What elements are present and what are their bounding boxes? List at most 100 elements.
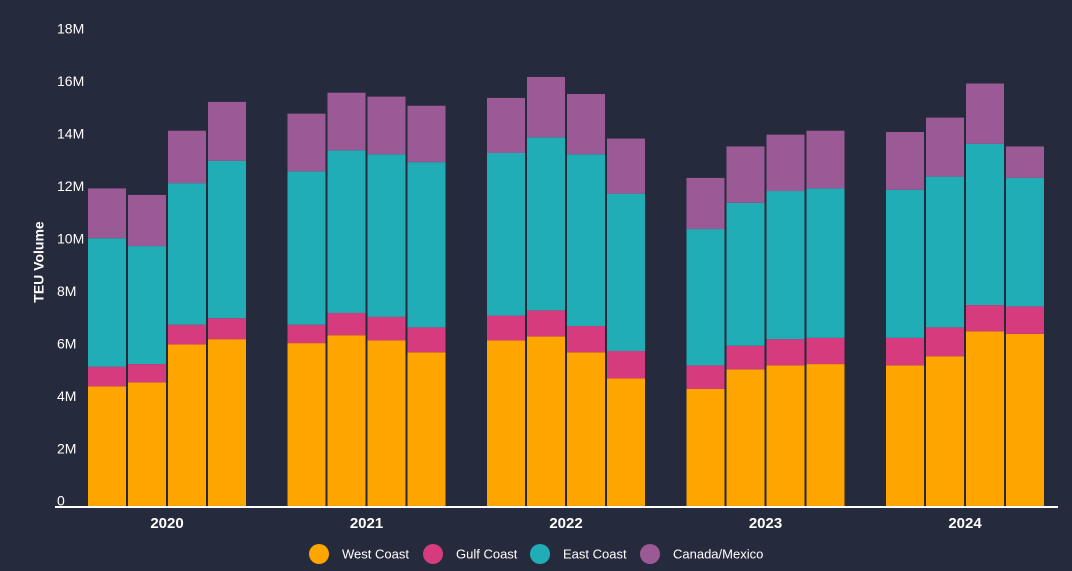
x-group-label: 2022	[549, 515, 582, 532]
bar-segment	[208, 160, 246, 319]
bar-segment	[806, 337, 845, 365]
legend-label: West Coast	[342, 546, 409, 561]
y-tick-label: 10M	[57, 230, 84, 246]
bar-segment	[926, 176, 964, 328]
legend-swatch	[640, 544, 660, 564]
bar-segment	[487, 315, 525, 341]
bar-segment	[407, 327, 446, 353]
bar-segment	[926, 327, 964, 357]
bar-segment	[527, 336, 565, 507]
bar-segment	[367, 96, 406, 155]
bar-segment	[128, 246, 166, 365]
bar-segment	[886, 189, 924, 338]
bar-segment	[607, 138, 645, 194]
bar-segment	[766, 191, 805, 340]
bar-segment	[487, 97, 525, 153]
bar-segment	[88, 366, 126, 387]
x-group-label: 2024	[948, 515, 982, 532]
bar-segment	[726, 202, 765, 346]
bar-segment	[88, 238, 126, 367]
bar-segment	[806, 188, 845, 338]
y-tick-label: 12M	[57, 178, 84, 194]
bar-segment	[966, 331, 1004, 507]
bar-segment	[766, 134, 805, 192]
x-group-label: 2020	[150, 515, 183, 532]
bar-segment	[487, 340, 525, 507]
bar-segment	[88, 386, 126, 507]
bar-segment	[407, 162, 446, 328]
legend-swatch	[309, 544, 329, 564]
bar-segment	[567, 326, 605, 353]
bar-segment	[726, 369, 765, 507]
bar-segment	[567, 154, 605, 327]
bar-segment	[886, 337, 924, 366]
bar-segment	[287, 343, 326, 507]
bar-segment	[926, 117, 964, 177]
bar-segment	[128, 364, 166, 383]
bar-segment	[367, 340, 406, 507]
bar-segment	[966, 83, 1004, 144]
bar-segment	[327, 150, 366, 313]
y-tick-label: 0	[57, 493, 65, 509]
bar-segment	[367, 154, 406, 317]
bar-segment	[327, 335, 366, 507]
y-tick-label: 14M	[57, 126, 84, 142]
y-tick-label: 16M	[57, 73, 84, 89]
bar-segment	[168, 183, 206, 325]
legend-label: East Coast	[563, 546, 627, 561]
bar-segment	[168, 324, 206, 345]
bar-segment	[567, 94, 605, 155]
bar-segment	[766, 339, 805, 366]
bar-segment	[607, 378, 645, 507]
legend-label: Gulf Coast	[456, 546, 518, 561]
legend-label: Canada/Mexico	[673, 546, 763, 561]
x-group-label: 2023	[749, 515, 782, 532]
bar-segment	[686, 389, 725, 507]
bar-segment	[1006, 333, 1044, 507]
bar-segment	[1006, 146, 1044, 178]
bar-segment	[806, 364, 845, 507]
bar-segment	[567, 352, 605, 507]
y-tick-label: 6M	[57, 335, 76, 351]
bar-segment	[726, 146, 765, 203]
bar-segment	[287, 171, 326, 325]
bar-segment	[726, 345, 765, 370]
y-tick-label: 4M	[57, 388, 76, 404]
bar-segment	[287, 324, 326, 344]
bar-segment	[926, 356, 964, 507]
x-group-label: 2021	[350, 515, 383, 532]
bar-segment	[367, 316, 406, 341]
bar-segment	[966, 305, 1004, 332]
y-tick-label: 2M	[57, 440, 76, 456]
bar-segment	[527, 137, 565, 311]
bar-segment	[766, 365, 805, 507]
bar-segment	[686, 229, 725, 366]
bar-segment	[208, 339, 246, 507]
bar-segment	[527, 76, 565, 138]
bar-segment	[607, 350, 645, 379]
bar-segment	[1006, 306, 1044, 334]
bar-segment	[208, 318, 246, 340]
bar-segment	[407, 105, 446, 163]
legend-swatch	[423, 544, 443, 564]
bar-segment	[886, 365, 924, 507]
bar-segment	[686, 177, 725, 230]
bar-segment	[168, 344, 206, 507]
bar-segment	[487, 153, 525, 316]
bar-segment	[168, 130, 206, 184]
bar-segment	[806, 130, 845, 189]
legend-swatch	[530, 544, 550, 564]
bar-segment	[287, 113, 326, 172]
bar-segment	[966, 143, 1004, 306]
bar-segment	[407, 352, 446, 507]
bar-segment	[327, 312, 366, 336]
bar-segment	[208, 101, 246, 161]
bar-segment	[527, 310, 565, 337]
bar-segment	[1006, 177, 1044, 307]
bar-segment	[886, 132, 924, 190]
bar-segment	[327, 92, 366, 151]
bar-segment	[128, 382, 166, 507]
bar-segment	[128, 194, 166, 247]
